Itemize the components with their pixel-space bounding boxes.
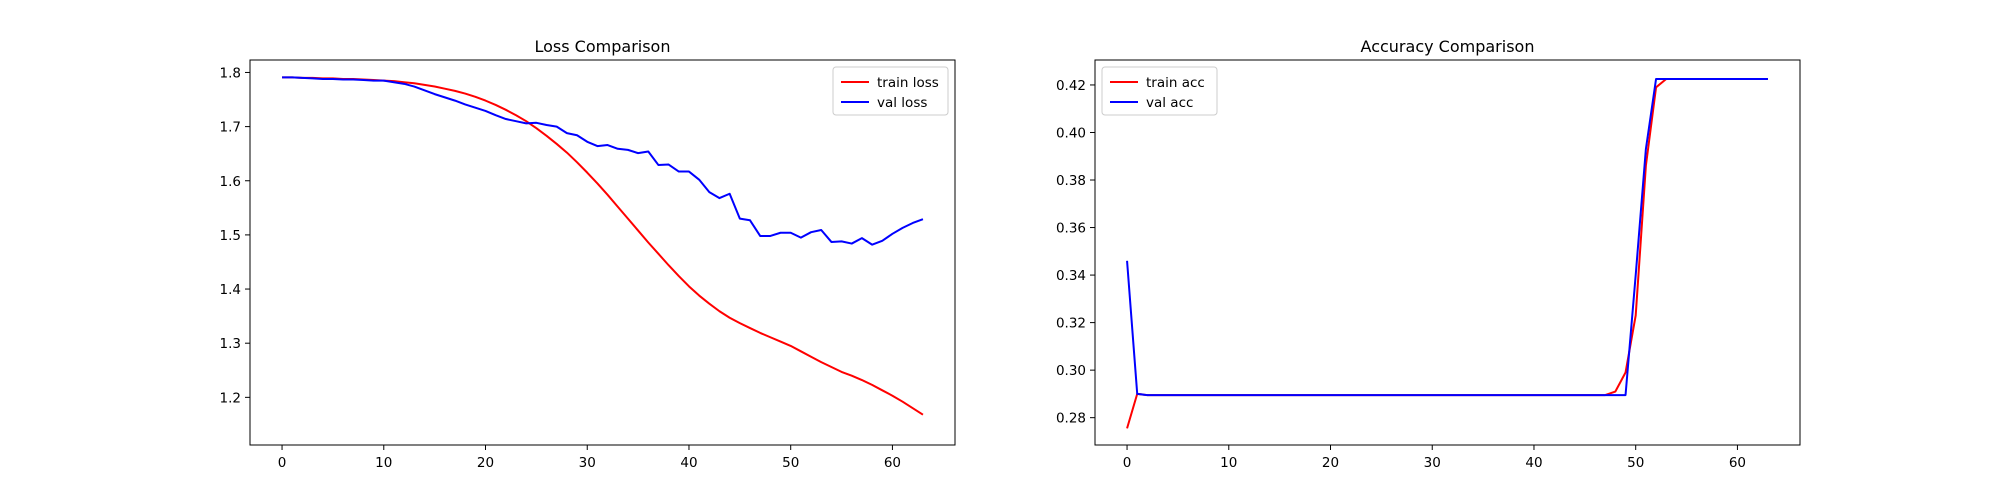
y-tick-label: 0.30	[1056, 363, 1086, 379]
y-tick-label: 1.7	[220, 120, 241, 136]
axes-frame	[249, 59, 956, 446]
x-tick-label: 0	[278, 455, 287, 471]
x-tick-label: 60	[1729, 455, 1746, 471]
x-tick-label: 30	[1424, 455, 1441, 471]
x-tick-label: 40	[1525, 455, 1542, 471]
y-tick-label: 0.34	[1056, 268, 1086, 284]
x-tick-label: 50	[1627, 455, 1644, 471]
x-tick-label: 10	[1220, 455, 1237, 471]
series-line-val-loss	[282, 76, 924, 246]
x-tick-label: 50	[782, 455, 799, 471]
legend-label: train loss	[877, 75, 939, 91]
x-tick-label: 60	[884, 455, 901, 471]
legend-label: val loss	[877, 95, 927, 111]
x-tick-label: 10	[375, 455, 392, 471]
loss-comparison-chart: Loss Comparison 0 10 20 30 40 50 60 1.2 1.3 1.4 1.…	[220, 37, 956, 471]
y-tick-label: 1.2	[220, 390, 241, 406]
legend: train acc val acc	[1101, 66, 1218, 116]
y-tick-label: 0.42	[1056, 78, 1086, 94]
accuracy-comparison-chart: Accuracy Comparison 0 10 20 30 40 50 60 0.28 0.3…	[1056, 37, 1801, 471]
y-tick-label: 0.36	[1056, 221, 1086, 237]
x-tick-label: 40	[680, 455, 697, 471]
chart-title: Accuracy Comparison	[1361, 37, 1535, 56]
y-tick-label: 1.6	[220, 174, 241, 190]
y-tick-label: 0.40	[1056, 125, 1086, 141]
chart-title: Loss Comparison	[535, 37, 671, 56]
y-tick-label: 1.4	[220, 282, 241, 298]
legend-label: train acc	[1146, 75, 1205, 91]
axes-frame	[1094, 59, 1801, 446]
y-tick-label: 1.8	[220, 65, 241, 81]
x-tick-label: 20	[1322, 455, 1339, 471]
legend: train loss val loss	[832, 66, 949, 116]
x-tick-label: 30	[579, 455, 596, 471]
legend-label: val acc	[1146, 95, 1193, 111]
y-tick-label: 1.5	[220, 228, 241, 244]
series-line-val-acc	[1126, 78, 1768, 397]
y-tick-label: 1.3	[220, 336, 241, 352]
y-tick-label: 0.32	[1056, 316, 1086, 332]
y-tick-label: 0.38	[1056, 173, 1086, 189]
x-tick-label: 0	[1123, 455, 1132, 471]
x-tick-label: 20	[477, 455, 494, 471]
y-tick-label: 0.28	[1056, 411, 1086, 427]
